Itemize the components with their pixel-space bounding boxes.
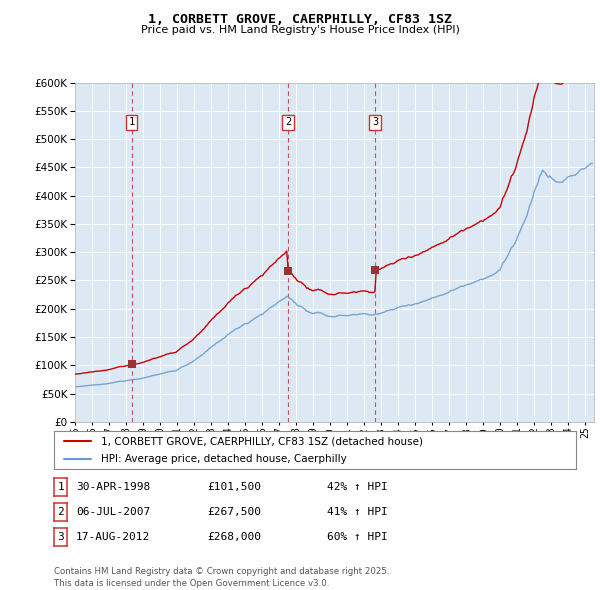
Text: 3: 3 <box>57 532 64 542</box>
Text: 17-AUG-2012: 17-AUG-2012 <box>76 532 151 542</box>
Text: 42% ↑ HPI: 42% ↑ HPI <box>327 483 388 492</box>
Text: 1: 1 <box>57 483 64 492</box>
Text: Contains HM Land Registry data © Crown copyright and database right 2025.
This d: Contains HM Land Registry data © Crown c… <box>54 568 389 588</box>
Text: £268,000: £268,000 <box>207 532 261 542</box>
Text: Price paid vs. HM Land Registry's House Price Index (HPI): Price paid vs. HM Land Registry's House … <box>140 25 460 35</box>
Text: 1, CORBETT GROVE, CAERPHILLY, CF83 1SZ (detached house): 1, CORBETT GROVE, CAERPHILLY, CF83 1SZ (… <box>101 436 423 446</box>
Text: 3: 3 <box>372 117 378 127</box>
Text: HPI: Average price, detached house, Caerphilly: HPI: Average price, detached house, Caer… <box>101 454 347 464</box>
Text: 06-JUL-2007: 06-JUL-2007 <box>76 507 151 517</box>
Text: 1, CORBETT GROVE, CAERPHILLY, CF83 1SZ: 1, CORBETT GROVE, CAERPHILLY, CF83 1SZ <box>148 13 452 26</box>
Text: 60% ↑ HPI: 60% ↑ HPI <box>327 532 388 542</box>
Text: 1: 1 <box>128 117 135 127</box>
Text: 30-APR-1998: 30-APR-1998 <box>76 483 151 492</box>
Text: 2: 2 <box>285 117 291 127</box>
Text: 41% ↑ HPI: 41% ↑ HPI <box>327 507 388 517</box>
Text: £267,500: £267,500 <box>207 507 261 517</box>
Text: 2: 2 <box>57 507 64 517</box>
Text: £101,500: £101,500 <box>207 483 261 492</box>
